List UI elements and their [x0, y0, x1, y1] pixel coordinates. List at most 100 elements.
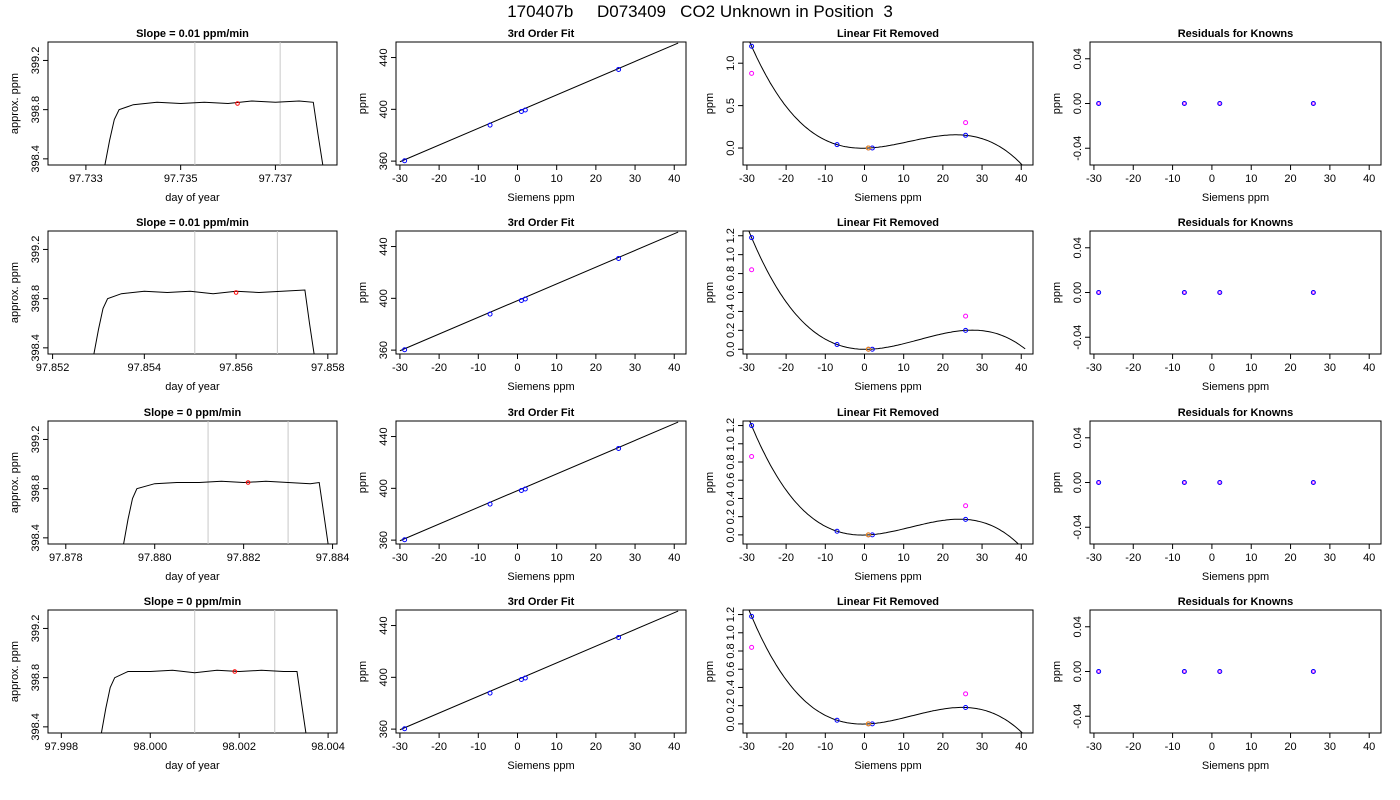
plot-frame [395, 41, 687, 166]
y-tick-label: 0.4 [725, 304, 737, 319]
residual-point [1310, 101, 1316, 106]
x-tick-label: 97.733 [69, 173, 103, 185]
y-tick-label: 440 [378, 237, 390, 255]
y-tick-label: 0.04 [1072, 427, 1084, 448]
y-tick-label: 360 [378, 152, 390, 170]
y-tick-label: 0.04 [1072, 237, 1084, 258]
y-axis-label: ppm [704, 282, 716, 303]
x-tick-label: 0 [514, 362, 520, 374]
unknown-point [865, 346, 871, 352]
x-tick-label: -10 [470, 173, 486, 185]
x-tick-label: -10 [1165, 173, 1181, 185]
y-axis-label: ppm [704, 472, 716, 493]
y-axis-label: approx. ppm [9, 73, 21, 134]
x-tick-label: 10 [1245, 552, 1257, 564]
x-tick-label: 20 [937, 362, 949, 374]
x-tick-label: 40 [668, 362, 680, 374]
residual-point [1096, 480, 1102, 485]
y-tick-label: 0.8 [725, 643, 737, 658]
y-tick-label: 398.8 [30, 664, 42, 692]
plot-area [100, 610, 307, 733]
residual-point [1096, 290, 1102, 295]
panel-r1c3: Linear Fit Removed -30 -20 -10 0 10 20 30 40 0.0 0… [704, 28, 1034, 204]
cubic-curve [749, 42, 1023, 165]
x-tick-label: 0 [514, 552, 520, 564]
x-tick-label: 10 [551, 552, 563, 564]
x-tick-label: 20 [937, 552, 949, 564]
measured-point [963, 120, 969, 126]
x-tick-label: -10 [470, 552, 486, 564]
residual-point [1096, 669, 1102, 674]
fit-point [834, 717, 840, 723]
x-tick-label: 98.004 [311, 741, 345, 753]
x-tick-label: -30 [392, 173, 408, 185]
residual-point [1217, 480, 1223, 485]
measured-point [749, 644, 755, 650]
plot-frame [47, 420, 338, 545]
cubic-curve [748, 610, 1024, 733]
data-point [487, 311, 493, 317]
x-axis-label: Siemens ppm [854, 760, 921, 772]
x-tick-label: -10 [1165, 741, 1181, 753]
y-axis-label: approx. ppm [9, 452, 21, 513]
x-tick-label: 40 [1363, 741, 1375, 753]
panel-r4c1: Slope = 0 ppm/min 97.998 98.000 98.002 98.00… [9, 596, 345, 772]
x-tick-label: 10 [551, 741, 563, 753]
x-tick-label: -30 [739, 741, 755, 753]
residual-point [1181, 669, 1187, 674]
data-point [522, 296, 528, 302]
x-tick-label: 0 [861, 173, 867, 185]
x-tick-label: 30 [629, 362, 641, 374]
y-tick-label: 0.0 [725, 140, 737, 155]
y-tick-label: 399.2 [30, 615, 42, 643]
panel-r1c4: Residuals for Knowns -30 -20 -10 0 10 20 30 40 -0… [1051, 28, 1382, 204]
data-point [522, 107, 528, 113]
x-tick-label: 10 [551, 173, 563, 185]
x-tick-label: 30 [976, 362, 988, 374]
x-tick-label: -20 [778, 362, 794, 374]
x-tick-label: -30 [739, 552, 755, 564]
y-axis-label: ppm [357, 93, 369, 114]
x-tick-label: -10 [470, 741, 486, 753]
panel-title: Slope = 0.01 ppm/min [136, 217, 249, 229]
data-point [402, 347, 408, 353]
y-tick-label: 1.0 [725, 247, 737, 262]
x-tick-label: -30 [739, 362, 755, 374]
fit-point [963, 516, 969, 522]
y-tick-label: 399.2 [30, 236, 42, 264]
x-tick-label: 0 [1209, 741, 1215, 753]
y-tick-label: 360 [378, 720, 390, 738]
fit-line [399, 42, 679, 163]
y-axis-label: ppm [357, 282, 369, 303]
x-tick-label: 30 [1324, 552, 1336, 564]
panel-r2c3: Linear Fit Removed -30 -20 -10 0 10 20 30 40 0.0 0… [704, 217, 1034, 393]
x-tick-label: -10 [470, 362, 486, 374]
x-axis-label: day of year [165, 760, 220, 772]
x-tick-label: 30 [629, 173, 641, 185]
x-tick-label: -10 [1165, 552, 1181, 564]
fit-point [963, 327, 969, 333]
y-axis-label: ppm [357, 661, 369, 682]
x-tick-label: 97.737 [259, 173, 293, 185]
x-tick-label: -20 [1125, 552, 1141, 564]
trace-line [123, 480, 329, 544]
panel-title: Residuals for Knowns [1178, 28, 1294, 40]
y-tick-label: -0.04 [1072, 704, 1084, 729]
plot-area [1096, 101, 1316, 106]
y-axis-label: ppm [1051, 93, 1063, 114]
panel-title: Slope = 0.01 ppm/min [136, 28, 249, 40]
plot-frame [47, 41, 338, 166]
residual-point-inner [1097, 481, 1100, 484]
plot-area [1096, 290, 1316, 295]
plot-frame [742, 230, 1034, 355]
y-tick-label: 1.2 [725, 418, 737, 433]
y-tick-label: 0.0 [725, 527, 737, 542]
measured-point [963, 503, 969, 509]
x-axis-label: Siemens ppm [507, 381, 574, 393]
x-tick-label: 10 [898, 362, 910, 374]
mean-marker [233, 290, 239, 295]
x-tick-label: 97.878 [49, 552, 83, 564]
panel-title: Linear Fit Removed [837, 217, 939, 229]
panel-title: Residuals for Knowns [1178, 217, 1294, 229]
plot-frame [395, 420, 687, 545]
